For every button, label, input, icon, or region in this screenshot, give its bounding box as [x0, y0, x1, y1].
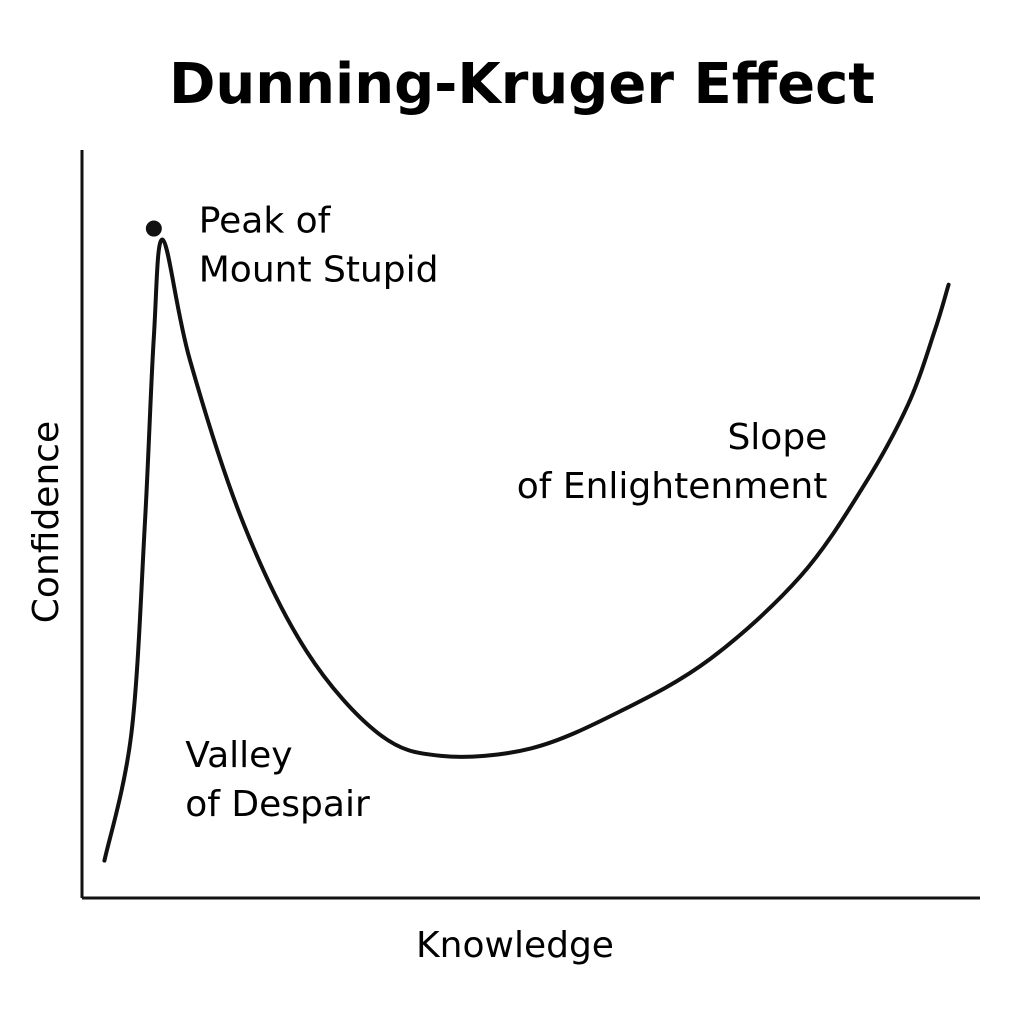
annotation-line: Peak of — [199, 200, 332, 241]
peak-marker — [145, 220, 162, 237]
annotation-line: Valley — [185, 735, 292, 776]
confidence-curve — [102, 237, 951, 863]
annotation-line: of Enlightenment — [517, 466, 828, 507]
annotation-line: Slope — [727, 417, 827, 458]
annotation-line: of Despair — [185, 784, 370, 825]
chart-title: Dunning-Kruger Effect — [169, 52, 875, 117]
annotation-line: Mount Stupid — [199, 249, 439, 290]
x-axis-label: Knowledge — [416, 925, 614, 966]
annotation-label: Peak of Mount Stupid — [199, 200, 439, 290]
annotation-label: Valley of Despair — [185, 735, 370, 825]
annotations: Peak of Mount Stupid Valley of Despair Slope… — [185, 200, 827, 825]
annotation-label: Slope of Enlightenment — [517, 417, 828, 507]
y-axis-label: Confidence — [26, 421, 67, 623]
